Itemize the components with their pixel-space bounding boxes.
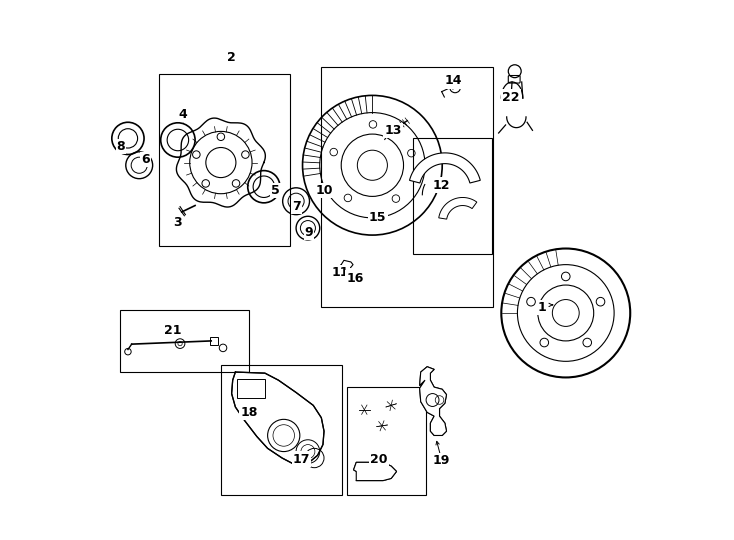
Bar [120,310,249,372]
Text: 13: 13 [384,124,401,137]
Text: 6: 6 [142,153,150,166]
Text: 2: 2 [228,51,236,64]
Bar [221,364,342,495]
Text: 20: 20 [370,453,388,465]
Bar [237,379,265,398]
Text: 7: 7 [291,200,300,213]
Text: 8: 8 [117,140,126,153]
Text: 5: 5 [272,184,280,197]
Text: 12: 12 [432,179,450,192]
Text: 4: 4 [179,107,188,121]
Bar [413,138,493,254]
Bar [159,74,290,246]
Text: 10: 10 [316,184,333,197]
Bar [210,336,218,345]
Text: 18: 18 [240,406,258,419]
Polygon shape [439,198,477,219]
Text: 19: 19 [432,454,450,467]
Bar [321,68,493,307]
Text: 3: 3 [173,216,182,229]
Polygon shape [410,153,480,183]
Polygon shape [420,367,446,435]
Text: 17: 17 [293,453,310,465]
Text: 1: 1 [537,301,546,314]
Text: 22: 22 [502,91,520,104]
Polygon shape [232,372,324,464]
Polygon shape [354,462,396,481]
Text: 9: 9 [305,226,313,239]
Text: 16: 16 [346,272,364,285]
Text: 11: 11 [331,266,349,279]
Text: 15: 15 [369,211,387,224]
Text: 21: 21 [164,323,181,336]
Bar [346,387,426,495]
Text: 14: 14 [444,75,462,87]
